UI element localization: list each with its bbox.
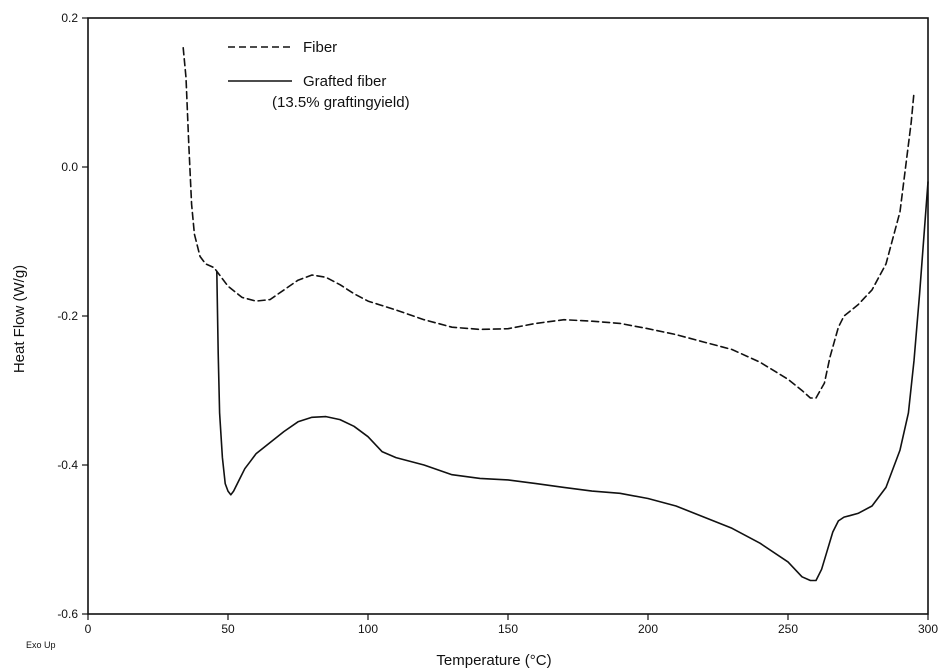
- plot-frame: [87, 17, 929, 615]
- series-layer: [182, 47, 929, 582]
- x-tick-label: 200: [638, 622, 658, 636]
- plot-frame-layer: [87, 17, 929, 615]
- x-tick-label: 300: [918, 622, 938, 636]
- x-tick-label: 0: [85, 622, 92, 636]
- legend-label-fiber: Fiber: [303, 39, 337, 56]
- series-line-fiber: [182, 47, 915, 399]
- y-tick-label: -0.6: [57, 607, 78, 621]
- legend-label-grafted-fiber: Grafted fiber: [303, 73, 386, 90]
- x-tick-label: 250: [778, 622, 798, 636]
- x-tick-label: 100: [358, 622, 378, 636]
- legend-label-grafted-fiber-note: (13.5% graftingyield): [272, 94, 410, 111]
- x-axis-title: Temperature (°C): [436, 652, 551, 669]
- x-tick-label: 150: [498, 622, 518, 636]
- y-axis-title: Heat Flow (W/g): [11, 265, 28, 373]
- series-line-grafted-fiber: [216, 181, 929, 582]
- legend: Fiber Grafted fiber (13.5% graftingyield…: [228, 39, 410, 111]
- x-tick-label: 50: [221, 622, 235, 636]
- y-tick-label: 0.0: [61, 160, 78, 174]
- tick-layer: 0 50 100 150 200 250 300 -0.6 -0.4 -0.2 0.0 0.2: [57, 11, 938, 636]
- y-tick-label: -0.2: [57, 309, 78, 323]
- y-tick-label: 0.2: [61, 11, 78, 25]
- y-tick-label: -0.4: [57, 458, 78, 472]
- corner-note: Exo Up: [26, 640, 56, 650]
